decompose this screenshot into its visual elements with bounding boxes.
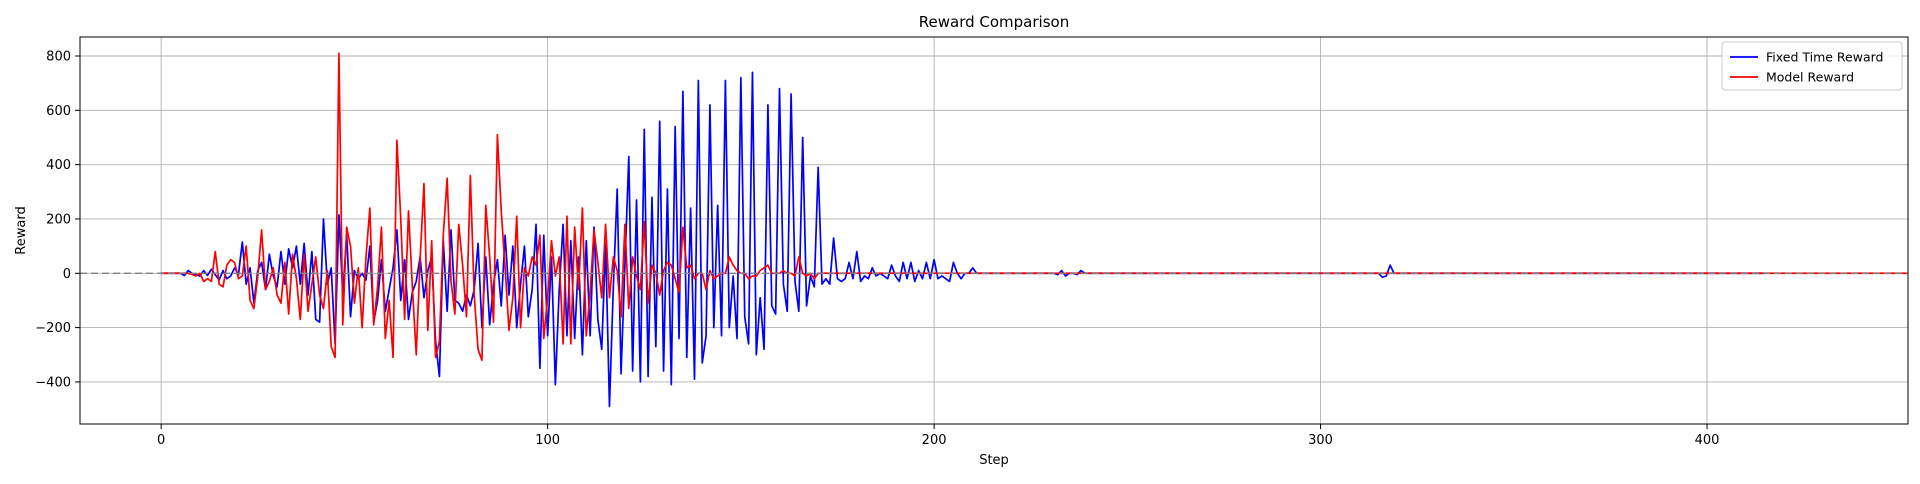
series-line-model-reward [161,52,1908,362]
legend-label-model-reward: Model Reward [1766,70,1854,85]
y-tick-label: 600 [46,104,71,119]
axis-ticks: 0 100 200 300 400 −400 −200 0 200 400 600 800 [35,50,1719,448]
x-tick-label: 400 [1695,433,1720,448]
legend: Fixed Time Reward Model Reward [1721,41,1903,91]
x-tick-label: 200 [922,433,947,448]
plot-area [80,52,1908,408]
y-tick-label: 800 [46,50,71,65]
plot-frame [79,36,1909,425]
x-tick-label: 0 [157,433,165,448]
y-tick-label: −400 [35,375,71,390]
y-tick-label: 200 [46,212,71,227]
y-axis-label: Reward [14,206,29,254]
y-tick-label: 400 [46,158,71,173]
legend-label-fixed-time-reward: Fixed Time Reward [1766,50,1883,65]
y-tick-label: −200 [35,321,71,336]
x-tick-label: 300 [1308,433,1333,448]
x-tick-label: 100 [535,433,560,448]
chart-title: Reward Comparison [919,13,1069,31]
legend-box [1721,41,1903,91]
y-tick-label: 0 [63,267,71,282]
x-axis-label: Step [979,453,1009,468]
